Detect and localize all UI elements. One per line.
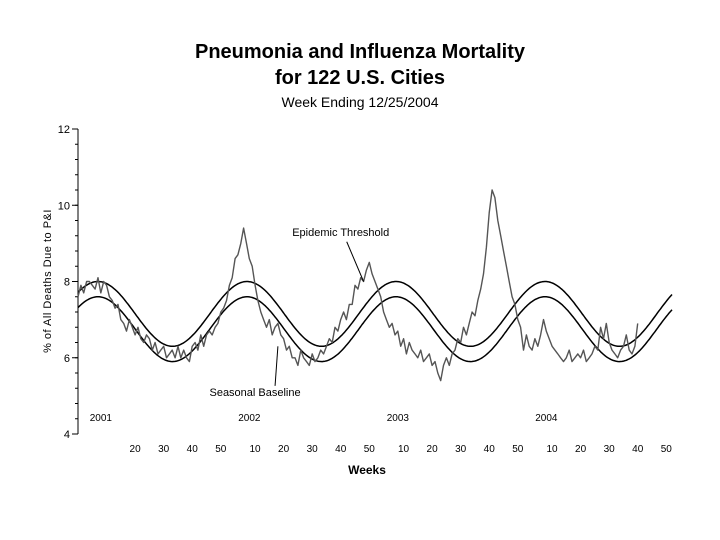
x-tick-label: 30 [455,444,467,455]
series-layer [77,189,673,382]
chart-title-line2: for 122 U.S. Cities [274,67,446,89]
y-tick-label: 6 [64,353,70,365]
x-tick-label: 40 [484,444,496,455]
x-tick-label: 10 [546,444,558,455]
x-tick-label: 30 [604,444,616,455]
x-axis-title: Weeks [348,463,386,477]
x-tick-label: 40 [187,444,199,455]
year-label: 2001 [90,413,113,424]
seasonal-baseline-label: Seasonal Baseline [209,387,300,399]
x-tick-label: 50 [215,444,227,455]
x-tick-label: 30 [307,444,319,455]
year-label: 2003 [387,413,410,424]
x-tick-label: 20 [130,444,142,455]
seasonal-baseline-line [77,296,673,363]
x-tick-label: 20 [278,444,290,455]
year-label: 2002 [238,413,261,424]
x-tick-label: 30 [158,444,170,455]
annotation-leader-line [274,346,279,386]
labels-layer: 12 10 8 6 4 20 30 40 50 10 20 30 40 50 10 20 30 40 50 10 20 3… [42,124,672,477]
epidemic-threshold-label: Epidemic Threshold [292,227,389,239]
y-axis-title: % of All Deaths Due to P&I [42,209,54,353]
x-tick-label: 50 [661,444,673,455]
annotation-leader-line [346,241,365,282]
chart-title: Pneumonia and Influenza Mortality [194,41,526,63]
x-tick-label: 40 [632,444,644,455]
x-tick-label: 40 [335,444,347,455]
x-tick-label: 10 [398,444,410,455]
x-tick-label: 20 [575,444,587,455]
chart-subtitle: Week Ending 12/25/2004 [281,94,439,110]
y-tick-label: 4 [64,429,70,441]
y-tick-label: 12 [58,124,70,136]
x-tick-label: 10 [249,444,261,455]
x-tick-label: 50 [364,444,376,455]
x-tick-label: 50 [512,444,524,455]
y-tick-label: 10 [58,200,70,212]
x-tick-label: 20 [427,444,439,455]
observed-mortality-line [77,189,639,382]
y-tick-label: 8 [64,277,70,289]
axes [72,128,79,435]
year-label: 2004 [535,413,558,424]
epidemic-threshold-line [77,280,673,348]
